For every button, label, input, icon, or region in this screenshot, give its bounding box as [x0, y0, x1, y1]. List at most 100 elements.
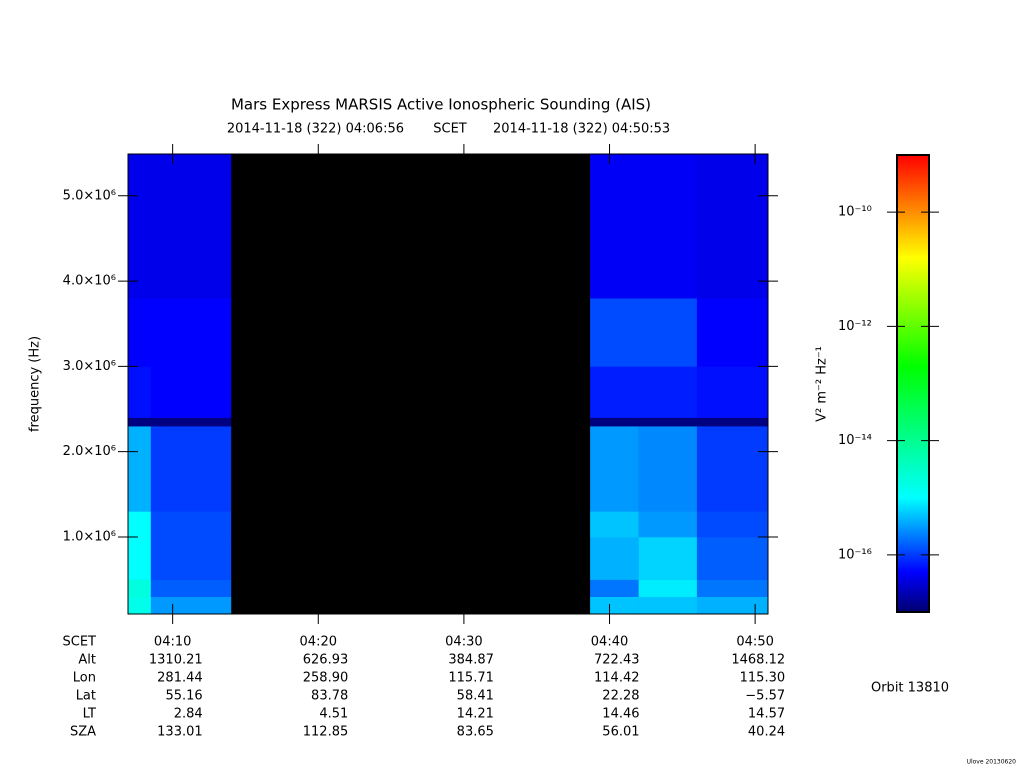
ephemeris-value: 112.85: [303, 725, 349, 740]
x-tick-label: 04:20: [300, 635, 337, 650]
spectrogram-cell: [696, 154, 769, 299]
ephemeris-header: SCET: [63, 635, 97, 650]
ephemeris-value: 14.21: [457, 707, 494, 722]
spectrogram-cell: [590, 536, 639, 580]
ephemeris-value: 133.01: [157, 725, 203, 740]
colorbar-tick-label: 10⁻¹⁰: [838, 205, 872, 220]
spectrogram-cell: [590, 298, 639, 367]
x-tick-label: 04:10: [154, 635, 191, 650]
spectrogram-cell: [128, 536, 152, 580]
spectrogram-cell: [590, 366, 639, 418]
spectrogram-cell: [150, 417, 166, 427]
spectrogram-cell: [128, 154, 152, 299]
footnote: Ulove 20130620: [967, 759, 1017, 766]
spectrogram-cell: [696, 426, 769, 512]
spectrogram-cell: [165, 366, 232, 418]
spectrogram-cell: [150, 298, 166, 367]
spectrogram-cell: [590, 426, 639, 512]
y-tick-label: 5.0×10⁶: [63, 188, 116, 203]
ephemeris-value: −5.57: [745, 689, 785, 704]
spectrogram-cell: [165, 426, 232, 512]
x-tick-label: 04:50: [736, 635, 773, 650]
spectrogram-cell: [590, 417, 639, 427]
ephemeris-value: 258.90: [303, 671, 349, 686]
ephemeris-value: 2.84: [174, 707, 203, 722]
colorbar: [896, 154, 930, 613]
ephemeris-value: 115.30: [740, 671, 786, 686]
ephemeris-value: 56.01: [602, 725, 639, 740]
spectrogram-cell: [638, 417, 698, 427]
y-tick-label: 3.0×10⁶: [63, 359, 116, 374]
spectrogram-cell: [128, 579, 152, 597]
spectrogram-cell: [128, 426, 152, 512]
spectrogram-cell: [638, 366, 698, 418]
y-tick-label: 2.0×10⁶: [63, 444, 116, 459]
ephemeris-value: 1310.21: [149, 653, 203, 668]
ephemeris-value: 55.16: [165, 689, 202, 704]
colorbar-tick-label: 10⁻¹⁴: [838, 433, 872, 448]
y-tick-label: 1.0×10⁶: [63, 529, 116, 544]
spectrogram-cell: [128, 596, 152, 615]
ephemeris-value: 384.87: [448, 653, 494, 668]
subtitle-start: 2014-11-18 (322) 04:06:56: [227, 122, 404, 137]
spectrogram-cell: [150, 596, 166, 615]
ephemeris-value: 4.51: [319, 707, 348, 722]
spectrogram-cell: [638, 298, 698, 367]
spectrogram-cell: [150, 426, 166, 512]
ephemeris-value: 115.71: [448, 671, 494, 686]
ephemeris-value: 281.44: [157, 671, 203, 686]
subtitle-frame: SCET: [433, 122, 467, 137]
spectrogram-cell: [696, 417, 769, 427]
spectrogram-cell: [128, 511, 152, 538]
ephemeris-value: 40.24: [748, 725, 785, 740]
spectrogram-cell: [638, 511, 698, 538]
spectrogram-cell: [696, 596, 769, 615]
ephemeris-value: 14.46: [602, 707, 639, 722]
spectrogram-cell: [150, 154, 166, 299]
spectrogram-cell: [128, 417, 152, 427]
orbit-label: Orbit 13810: [871, 681, 949, 696]
ephemeris-label: SZA: [70, 725, 96, 740]
y-axis-title: frequency (Hz): [28, 336, 43, 432]
ephemeris-label: Alt: [78, 653, 96, 668]
spectrogram-cell: [128, 298, 152, 367]
ephemeris-value: 14.57: [748, 707, 785, 722]
spectrogram-cell: [696, 298, 769, 367]
spectrogram-cell: [638, 426, 698, 512]
spectrogram-cell: [165, 579, 232, 597]
subtitle-end: 2014-11-18 (322) 04:50:53: [493, 122, 670, 137]
colorbar-tick-label: 10⁻¹²: [838, 319, 872, 334]
ephemeris-value: 722.43: [594, 653, 640, 668]
spectrogram-cell: [696, 366, 769, 418]
colorbar-title: V² m⁻² Hz⁻¹: [815, 346, 830, 422]
spectrogram-cell: [165, 298, 232, 367]
x-tick-label: 04:40: [591, 635, 628, 650]
spectrogram-cell: [638, 154, 698, 299]
ephemeris-value: 626.93: [303, 653, 349, 668]
spectrogram-cell: [696, 511, 769, 538]
ephemeris-value: 83.65: [457, 725, 494, 740]
spectrogram-cell: [128, 366, 152, 418]
ephemeris-value: 83.78: [311, 689, 348, 704]
spectrogram-cell: [150, 366, 166, 418]
colorbar-tick-label: 10⁻¹⁶: [838, 547, 872, 562]
ephemeris-label: Lat: [76, 689, 96, 704]
spectrogram-cell: [638, 536, 698, 580]
spectrogram-cell: [165, 536, 232, 580]
ephemeris-value: 22.28: [602, 689, 639, 704]
spectrogram-cell: [165, 417, 232, 427]
spectrogram-cell: [590, 154, 639, 299]
spectrogram-cell: [165, 154, 232, 299]
x-tick-label: 04:30: [445, 635, 482, 650]
ephemeris-value: 114.42: [594, 671, 640, 686]
ephemeris-value: 58.41: [457, 689, 494, 704]
ephemeris-label: Lon: [73, 671, 96, 686]
ephemeris-value: 1468.12: [731, 653, 785, 668]
spectrogram-cell: [590, 596, 639, 615]
spectrogram-cell: [638, 596, 698, 615]
y-tick-label: 4.0×10⁶: [63, 274, 116, 289]
spectrogram-cell: [590, 511, 639, 538]
spectrogram-cell: [696, 536, 769, 580]
chart-title: Mars Express MARSIS Active Ionospheric S…: [231, 96, 651, 114]
